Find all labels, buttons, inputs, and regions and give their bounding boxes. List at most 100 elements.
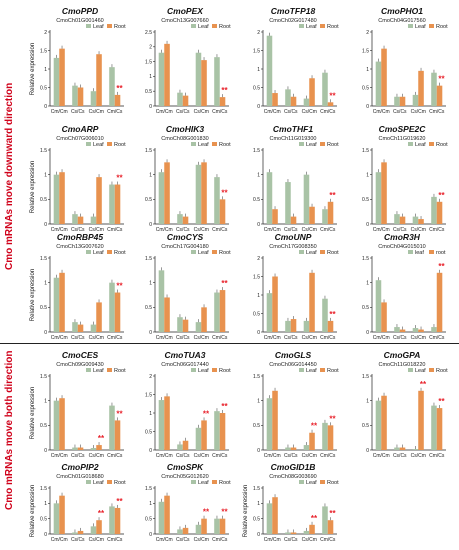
y-tick-label: 1.5 — [40, 256, 47, 262]
x-tick-label: Cm/Cm — [156, 335, 173, 341]
bar-leaf — [177, 214, 183, 224]
y-tick-label: 1.5 — [362, 48, 369, 54]
bar-root — [309, 524, 315, 534]
bar-leaf — [285, 182, 291, 224]
y-tick-label: 0 — [149, 532, 152, 538]
y-tick-label: 0.5 — [40, 85, 47, 91]
significance-stars: ** — [203, 409, 210, 418]
bar-root — [327, 320, 334, 332]
legend-label-root: Root — [436, 24, 448, 30]
chart-subtitle: CmoCh01G001460 — [56, 18, 103, 24]
bar-leaf — [266, 503, 273, 534]
bar-leaf — [109, 506, 115, 534]
y-tick-label: 1 — [149, 411, 152, 417]
legend-label-leaf: Leaf — [198, 142, 209, 148]
bar-root — [327, 425, 334, 450]
bar-leaf — [195, 524, 202, 534]
bar-root — [182, 216, 189, 224]
x-tick-label: Cs/Cs — [284, 227, 298, 233]
bar-root — [182, 95, 189, 106]
y-tick-label: 0 — [44, 222, 47, 228]
legend-swatch-leaf — [191, 368, 196, 372]
bar-root — [219, 518, 226, 534]
y-tick-label: 1 — [44, 67, 47, 73]
bar-leaf — [214, 177, 220, 224]
bar-root — [219, 97, 226, 106]
x-tick-label: Cs/Cm — [302, 227, 317, 233]
legend-label-leaf: Leaf — [198, 250, 209, 256]
chart-title: CmoTHF1 — [273, 124, 313, 134]
y-tick-label: 1.5 — [145, 392, 152, 398]
legend-label-root: Root — [327, 480, 339, 486]
x-tick-label: Cm/Cm — [51, 335, 68, 341]
legend-swatch-root — [320, 480, 325, 484]
bar-leaf — [303, 445, 310, 450]
x-tick-label: Cs/Cm — [194, 453, 209, 459]
bar-leaf — [72, 214, 78, 224]
bar-leaf — [195, 427, 202, 450]
significance-stars: ** — [203, 508, 210, 517]
y-tick-label: 0 — [149, 448, 152, 454]
bar-root — [182, 319, 189, 332]
legend-label-leaf: Leaf — [93, 368, 104, 374]
legend-label-root: Root — [219, 24, 231, 30]
chart-title: CmoGLS — [275, 350, 312, 360]
x-tick-label: Cs/Cm — [194, 227, 209, 233]
y-tick-label: 1.5 — [145, 256, 152, 262]
y-tick-label: 0.5 — [145, 305, 152, 311]
chart-subtitle: CmoCh02G017480 — [269, 18, 316, 24]
x-tick-label: Cs/Cm — [302, 109, 317, 115]
significance-stars: ** — [311, 422, 318, 431]
significance-stars: ** — [116, 174, 123, 183]
legend-label-root: Root — [219, 368, 231, 374]
legend-swatch-leaf — [191, 24, 196, 28]
x-tick-label: Cs/Cm — [411, 335, 426, 341]
chart-title: CmoTFP18 — [271, 6, 316, 16]
bar-root — [381, 395, 387, 450]
bar-root — [96, 177, 102, 224]
x-tick-label: Cm/Cm — [156, 537, 173, 543]
y-tick-label: 0.5 — [362, 423, 369, 429]
chart-title: CmoPEX — [167, 6, 204, 16]
legend-label-leaf: Leaf — [415, 24, 426, 30]
bar-leaf — [195, 164, 202, 224]
bar-leaf — [177, 444, 183, 450]
legend-label-leaf: Leaf — [415, 142, 426, 148]
bar-leaf — [158, 400, 165, 450]
significance-stars: ** — [116, 84, 123, 93]
bar-leaf — [285, 89, 291, 106]
y-tick-label: 0.5 — [40, 197, 47, 203]
x-tick-label: Cm/Cs — [212, 453, 228, 459]
bar-root — [327, 520, 334, 534]
bar-leaf — [322, 298, 328, 332]
y-tick-label: 0 — [257, 222, 260, 228]
legend-label-leaf: Leaf — [93, 142, 104, 148]
y-axis-label: Relative expression — [30, 269, 36, 321]
x-tick-label: Cm/Cm — [156, 109, 173, 115]
bar-leaf — [266, 398, 273, 450]
bar-root — [272, 497, 278, 534]
significance-stars: ** — [221, 402, 228, 411]
bar-leaf — [412, 328, 419, 332]
legend-swatch-leaf — [408, 24, 413, 28]
x-tick-label: Cm/Cs — [320, 335, 336, 341]
chart-title: CmoCYS — [167, 232, 204, 242]
bar-root — [418, 219, 424, 224]
y-axis-label: Relative expression — [30, 161, 36, 213]
legend-label-root: Root — [114, 480, 126, 486]
bar-root — [201, 420, 207, 450]
bar-leaf — [53, 503, 60, 534]
bar-root — [201, 60, 207, 106]
bar-leaf — [109, 67, 115, 106]
x-tick-label: Cm/Cs — [320, 227, 336, 233]
y-tick-label: 1 — [366, 67, 369, 73]
bar-root — [77, 324, 84, 332]
x-tick-label: Cs/Cm — [302, 453, 317, 459]
x-tick-label: Cm/Cm — [51, 537, 68, 543]
y-tick-label: 0 — [257, 448, 260, 454]
x-tick-label: Cs/Cs — [176, 537, 190, 543]
y-tick-label: 0 — [366, 222, 369, 228]
y-tick-label: 1.5 — [253, 48, 260, 54]
x-tick-label: Cm/Cs — [429, 453, 445, 459]
bar-root — [418, 390, 424, 450]
